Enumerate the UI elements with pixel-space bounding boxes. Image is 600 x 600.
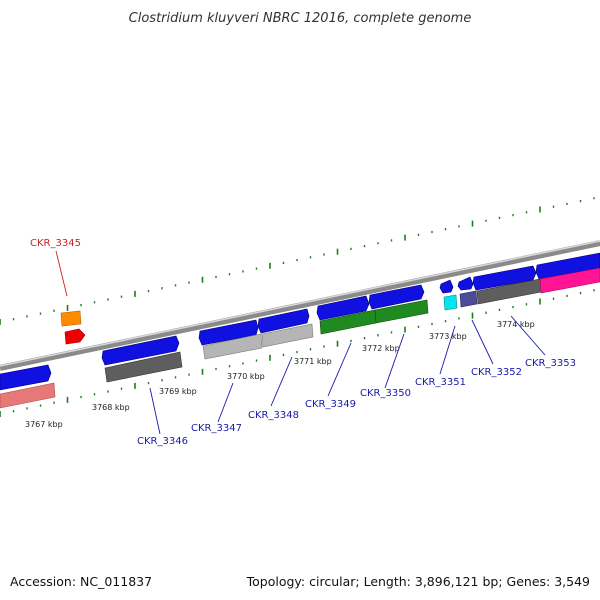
feature-red-arrow xyxy=(64,328,86,345)
leader-line xyxy=(510,315,546,356)
bar-lightgrey-1[interactable] xyxy=(202,333,263,360)
topology-summary-text: Topology: circular; Length: 3,896,121 bp… xyxy=(246,574,590,589)
bar-slate[interactable] xyxy=(459,290,478,308)
bar-green-2[interactable] xyxy=(374,299,429,324)
genome-backbone-highlight xyxy=(0,240,600,367)
leader-line xyxy=(327,342,352,397)
secondary-track-features xyxy=(0,267,600,409)
feature-cds-3353a[interactable] xyxy=(472,265,537,291)
bar-magenta[interactable] xyxy=(539,267,600,294)
kbp-label: 3770 kbp xyxy=(227,372,265,381)
genome-backbone xyxy=(0,240,600,371)
leader-line xyxy=(384,333,405,389)
feature-cds-3352[interactable] xyxy=(457,276,474,291)
leader-line xyxy=(471,319,494,365)
bar-pink-left[interactable] xyxy=(0,382,56,409)
bar-lightgrey-2[interactable] xyxy=(261,323,314,348)
accession-text: Accession: NC_011837 xyxy=(10,574,152,589)
feature-cds-3345[interactable] xyxy=(60,310,86,345)
gene-label-ckr-3352[interactable]: CKR_3352 xyxy=(471,367,522,378)
kbp-label: 3773 kbp xyxy=(429,332,467,341)
kbp-scale: 3767 kbp 3768 kbp 3769 kbp 3770 kbp 3771… xyxy=(25,320,535,429)
feature-cds-3346[interactable] xyxy=(101,335,180,366)
gene-label-ckr-3347[interactable]: CKR_3347 xyxy=(191,423,242,434)
gene-label-ckr-3351[interactable]: CKR_3351 xyxy=(415,377,466,388)
map-title: Clostridium kluyveri NBRC 12016, complet… xyxy=(129,11,472,26)
gene-label-ckr-3350[interactable]: CKR_3350 xyxy=(360,388,411,399)
leader-line xyxy=(439,325,456,375)
feature-cds-3351[interactable] xyxy=(439,279,454,294)
gene-label-ckr-3353[interactable]: CKR_3353 xyxy=(525,358,576,369)
leader-line xyxy=(149,387,161,435)
leader-line xyxy=(217,382,234,423)
kbp-label: 3767 kbp xyxy=(25,420,63,429)
bar-grey-1[interactable] xyxy=(104,351,183,383)
gene-label-ckr-3349[interactable]: CKR_3349 xyxy=(305,399,356,410)
feature-orange-box xyxy=(60,310,82,327)
gene-label-ckr-3348[interactable]: CKR_3348 xyxy=(248,410,299,421)
gene-label-ckr-3345[interactable]: CKR_3345 xyxy=(30,238,81,249)
kbp-label: 3769 kbp xyxy=(159,387,197,396)
feature-cds-3349[interactable] xyxy=(316,295,370,321)
feature-cds-3350[interactable] xyxy=(368,284,425,310)
gene-label-ckr-3346[interactable]: CKR_3346 xyxy=(137,436,188,447)
kbp-label: 3771 kbp xyxy=(294,357,332,366)
feature-cds-3348[interactable] xyxy=(257,308,310,334)
kbp-label: 3768 kbp xyxy=(92,403,130,412)
leader-line xyxy=(55,250,68,297)
bar-cyan[interactable] xyxy=(443,294,458,311)
tick-rows xyxy=(0,197,595,417)
feature-cds-left[interactable] xyxy=(0,364,52,391)
kbp-label: 3772 kbp xyxy=(362,344,400,353)
leader-line xyxy=(270,356,293,407)
kbp-label: 3774 kbp xyxy=(497,320,535,329)
forward-strand-features xyxy=(0,252,600,391)
leader-lines xyxy=(55,250,546,435)
gene-labels: CKR_3345 CKR_3346 CKR_3347 CKR_3348 CKR_… xyxy=(30,238,576,447)
